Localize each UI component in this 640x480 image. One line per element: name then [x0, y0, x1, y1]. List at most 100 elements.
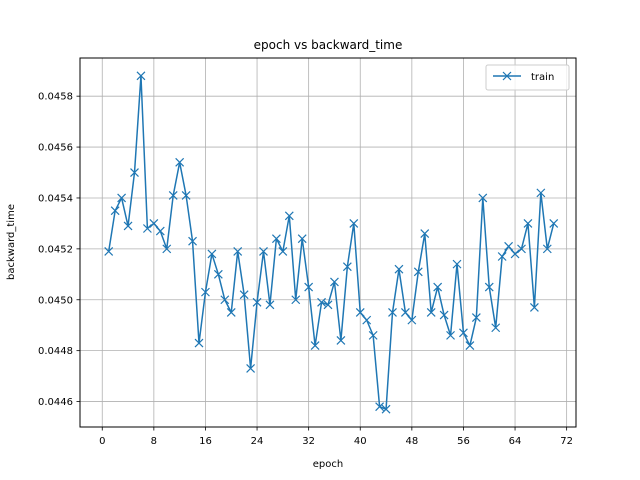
- data-point: [117, 193, 127, 203]
- y-tick-label: 0.0450: [38, 295, 73, 306]
- data-point: [465, 341, 475, 350]
- x-tick-label: 72: [560, 436, 573, 447]
- data-point: [123, 221, 133, 231]
- y-tick-label: 0.0446: [38, 397, 73, 408]
- data-point: [142, 224, 152, 233]
- data-point: [130, 168, 139, 177]
- data-point: [523, 218, 533, 228]
- data-point: [549, 218, 559, 228]
- data-point: [220, 295, 230, 305]
- data-point: [155, 226, 165, 236]
- data-point: [362, 315, 372, 325]
- data-point: [381, 404, 391, 414]
- data-point: [452, 259, 462, 269]
- data-point: [336, 336, 346, 345]
- y-axis: 0.0446 0.0448 0.0450 0.0452 0.0454 0.0456 0.04…: [38, 92, 80, 408]
- plot-frame: [79, 57, 577, 428]
- x-tick-label: 8: [151, 436, 157, 447]
- data-point: [542, 244, 552, 254]
- data-point: [478, 193, 488, 203]
- x-axis: 0 8 16 24 32 40 48 56 64 72: [99, 427, 573, 447]
- data-point: [491, 323, 501, 333]
- data-point: [323, 300, 333, 310]
- data-point: [252, 297, 262, 307]
- data-point: [317, 297, 326, 307]
- y-tick-label: 0.0454: [38, 193, 73, 204]
- data-point: [265, 300, 275, 310]
- grid: [80, 58, 576, 427]
- legend-marker: [502, 71, 512, 81]
- x-tick-label: 16: [199, 436, 212, 447]
- data-point: [349, 218, 359, 228]
- x-tick-label: 40: [354, 436, 367, 447]
- data-point: [388, 308, 397, 317]
- data-point: [400, 308, 410, 317]
- data-point: [104, 246, 114, 256]
- data-point: [259, 246, 268, 256]
- data-point: [271, 234, 281, 244]
- data-point: [529, 302, 539, 312]
- data-point: [181, 190, 191, 200]
- data-point: [201, 287, 210, 297]
- data-point: [368, 330, 378, 340]
- data-point: [246, 364, 256, 373]
- data-point: [446, 330, 455, 340]
- data-point: [459, 328, 468, 338]
- legend-label-train: train: [531, 72, 554, 83]
- data-point: [297, 234, 307, 244]
- data-point: [278, 246, 288, 256]
- data-point: [420, 229, 430, 239]
- data-point: [510, 249, 520, 259]
- data-point: [504, 241, 514, 251]
- data-point: [233, 246, 243, 256]
- y-axis-label: backward_time: [6, 204, 17, 280]
- data-point: [304, 282, 314, 292]
- data-point: [188, 236, 197, 246]
- data-point: [136, 71, 146, 81]
- chart-title: epoch vs backward_time: [254, 38, 403, 52]
- data-point: [375, 402, 385, 412]
- data-point: [342, 262, 352, 272]
- data-point: [110, 206, 120, 216]
- data-point: [284, 211, 294, 221]
- data-point: [439, 310, 449, 320]
- data-point: [471, 313, 481, 322]
- data-point: [213, 269, 223, 279]
- data-point: [168, 190, 178, 200]
- legend-x-marker: [502, 71, 512, 81]
- data-point: [239, 290, 249, 300]
- y-tick-label: 0.0452: [38, 244, 73, 255]
- data-point: [517, 244, 526, 254]
- x-tick-label: 48: [405, 436, 418, 447]
- x-tick-label: 24: [251, 436, 264, 447]
- data-point: [484, 282, 494, 292]
- data-point: [194, 338, 204, 348]
- data-point: [207, 249, 217, 259]
- data-point: [394, 264, 404, 274]
- legend: train: [485, 64, 570, 91]
- y-tick-label: 0.0448: [38, 346, 73, 357]
- data-point: [149, 218, 159, 228]
- data-point: [355, 308, 365, 317]
- data-point: [536, 188, 546, 198]
- data-point: [310, 341, 320, 350]
- x-tick-label: 64: [509, 436, 522, 447]
- y-tick-label: 0.0456: [38, 143, 73, 154]
- x-tick-label: 32: [302, 436, 315, 447]
- data-point: [407, 315, 417, 325]
- series-layer: [104, 71, 559, 414]
- data-point: [426, 308, 436, 317]
- data-point: [497, 252, 507, 261]
- data-point: [291, 295, 301, 305]
- x-tick-label: 56: [457, 436, 470, 447]
- data-point: [330, 277, 339, 287]
- data-point: [175, 157, 185, 167]
- legend-box: [485, 64, 570, 91]
- data-point: [433, 282, 443, 292]
- x-axis-label: epoch: [313, 459, 343, 470]
- y-tick-label: 0.0458: [38, 92, 73, 103]
- data-point: [226, 308, 236, 317]
- data-point: [413, 267, 423, 277]
- series-line-train: [107, 75, 555, 410]
